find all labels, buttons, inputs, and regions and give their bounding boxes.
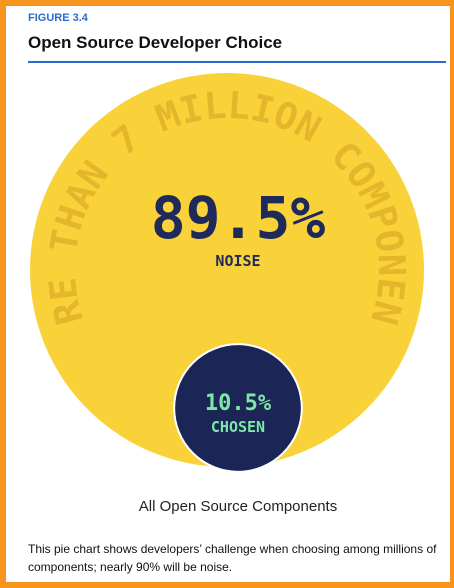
chart-title: Open Source Developer Choice [28,33,283,52]
figure-label: FIGURE 3.4 [28,12,88,24]
value-label: 10.5% [205,391,272,416]
chosen-circle [173,343,303,473]
caption: This pie chart shows developers’ challen… [28,542,437,574]
chart: MORE THAN 7 MILLION COMPONENTS89.5%NOISE… [6,6,424,515]
total-label: All Open Source Components [139,498,337,515]
noise-circle [30,73,424,467]
value-label: 89.5% [151,184,326,252]
category-label: CHOSEN [211,418,265,436]
title-rule [28,61,446,63]
category-label: NOISE [215,252,260,270]
